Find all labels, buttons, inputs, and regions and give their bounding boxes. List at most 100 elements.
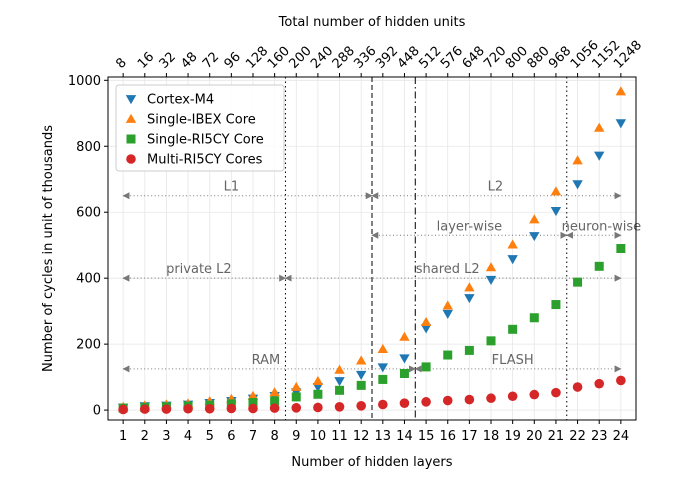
top-tick-label: 48 (178, 50, 200, 72)
point-cortex-m4 (377, 363, 389, 373)
point-single-ri5cy-core (443, 350, 453, 360)
point-single-ri5cy-core (573, 277, 583, 287)
y-tick-label: 0 (93, 404, 101, 419)
point-cortex-m4 (399, 354, 410, 364)
point-single-ibex-core (269, 387, 280, 397)
point-single-ri5cy-core (399, 368, 409, 378)
x-tick-label: 3 (162, 429, 170, 444)
point-cortex-m4 (312, 383, 324, 393)
point-single-ibex-core (399, 331, 410, 341)
point-cortex-m4 (355, 370, 367, 381)
annotation-label: L2 (488, 180, 504, 195)
point-cortex-m4 (464, 294, 475, 304)
x-tick-label: 19 (504, 429, 521, 444)
point-multi-ri5cy-cores (356, 401, 366, 411)
y-axis: 0 200 400 600 800 1000 (68, 74, 108, 419)
point-single-ri5cy-core (551, 300, 561, 310)
x-tick-label: 6 (227, 429, 235, 444)
point-cortex-m4 (485, 275, 497, 286)
x-tick-label: 10 (310, 429, 327, 444)
x-tick-label: 18 (483, 429, 500, 444)
point-single-ri5cy-core (291, 392, 301, 402)
x-tick-label: 16 (439, 429, 456, 444)
point-multi-ri5cy-cores (204, 403, 215, 414)
point-single-ibex-core (442, 300, 453, 310)
point-multi-ri5cy-cores (226, 403, 237, 414)
point-multi-ri5cy-cores (118, 404, 128, 415)
y-tick-label: 200 (76, 338, 101, 353)
point-single-ri5cy-core (248, 398, 258, 408)
point-single-ibex-core (529, 214, 540, 224)
point-single-ibex-core (334, 364, 345, 374)
x-tick-label: 13 (375, 429, 392, 444)
annotation-label: private L2 (166, 262, 232, 277)
point-multi-ri5cy-cores (269, 403, 280, 413)
y-tick-label: 400 (76, 272, 101, 287)
point-multi-ri5cy-cores (183, 403, 193, 414)
point-single-ibex-core (572, 155, 583, 165)
bottom-x-axis: 1 2 3 4 5 6 7 8 9 10 11 12 13 14 15 16 17 18 19 20 21 22 23 24 (119, 420, 629, 444)
point-multi-ri5cy-cores (334, 402, 345, 412)
legend-label: Single-RI5CY Core (147, 133, 264, 148)
point-cortex-m4 (442, 309, 453, 320)
top-tick-label: 72 (200, 50, 222, 72)
point-cortex-m4 (594, 151, 605, 161)
top-x-axis: 8 16 32 48 72 96 12816020024028833639244851257… (113, 38, 645, 77)
point-single-ri5cy-core (313, 389, 323, 399)
point-single-ri5cy-core (421, 362, 431, 372)
point-single-ibex-core (420, 316, 432, 326)
x-axis-title: Number of hidden layers (291, 455, 452, 470)
annotation-label: FLASH (492, 353, 534, 368)
point-multi-ri5cy-cores (616, 375, 626, 386)
point-cortex-m4 (507, 255, 518, 265)
point-single-ibex-core (247, 390, 259, 400)
x-tick-label: 22 (569, 429, 586, 444)
point-cortex-m4 (550, 207, 562, 217)
point-single-ri5cy-core (270, 396, 280, 406)
point-single-ri5cy-core (378, 374, 388, 384)
legend-marker (126, 154, 136, 164)
legend-box (115, 84, 285, 172)
x-tick-label: 12 (353, 429, 370, 444)
point-single-ri5cy-core (335, 385, 345, 395)
annotations: L1 L2 layer-wise neuron-wise private L2 share… (122, 180, 641, 373)
point-single-ibex-core (377, 343, 389, 353)
point-multi-ri5cy-cores (529, 389, 540, 400)
x-tick-label: 7 (249, 429, 257, 444)
legend-label: Multi-RI5CY Cores (147, 153, 263, 168)
y-tick-label: 800 (76, 140, 101, 155)
point-single-ibex-core (507, 239, 518, 249)
point-single-ri5cy-core (508, 324, 518, 334)
data-points (117, 86, 627, 415)
x-tick-label: 14 (396, 429, 413, 444)
y-tick-label: 1000 (68, 74, 101, 89)
x-tick-label: 21 (548, 429, 565, 444)
point-single-ibex-core (485, 262, 497, 272)
top-axis-title: Total number of hidden units (278, 15, 466, 30)
top-tick-label: 96 (222, 50, 244, 72)
y-axis-title: Number of cycles in unit of thousands (41, 125, 56, 372)
point-multi-ri5cy-cores (442, 395, 453, 406)
point-single-ibex-core (464, 282, 475, 292)
x-tick-label: 1 (119, 429, 127, 444)
top-tick-label: 16 (135, 50, 157, 72)
point-cortex-m4 (420, 324, 432, 334)
top-tick-label: 32 (157, 50, 179, 72)
point-multi-ri5cy-cores (139, 404, 150, 414)
point-cortex-m4 (529, 232, 540, 242)
x-tick-label: 2 (141, 429, 149, 444)
legend-marker (126, 134, 136, 144)
x-tick-label: 17 (461, 429, 478, 444)
x-tick-label: 15 (418, 429, 435, 444)
point-single-ibex-core (291, 381, 302, 391)
point-single-ri5cy-core (356, 380, 366, 390)
annotation-label: layer-wise (437, 219, 503, 234)
point-cortex-m4 (615, 119, 627, 129)
point-single-ibex-core (355, 355, 367, 365)
x-tick-label: 5 (206, 429, 214, 444)
point-multi-ri5cy-cores (378, 399, 388, 410)
legend-label: Single-IBEX Core (147, 113, 256, 128)
point-multi-ri5cy-cores (313, 402, 323, 413)
point-multi-ri5cy-cores (399, 398, 410, 408)
